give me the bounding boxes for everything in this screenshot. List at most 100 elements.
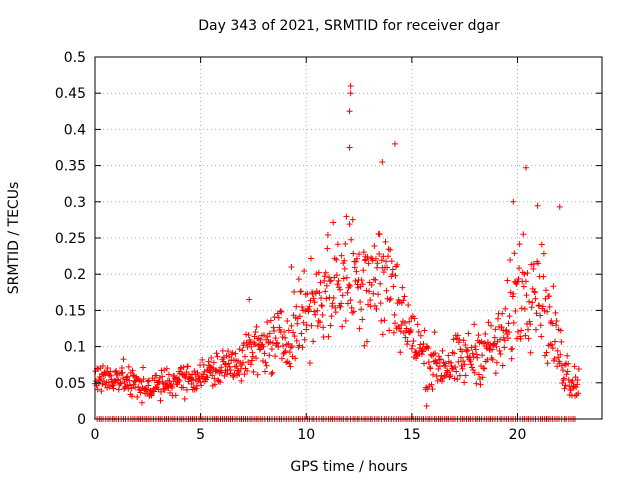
data-point	[166, 389, 173, 396]
data-point	[549, 320, 556, 327]
data-point	[333, 272, 340, 279]
data-point	[140, 364, 147, 371]
data-point	[348, 304, 355, 311]
data-point	[342, 317, 349, 324]
data-point	[124, 373, 131, 380]
data-point	[249, 353, 256, 360]
data-point	[439, 347, 446, 354]
data-point	[377, 300, 384, 307]
data-point	[211, 375, 218, 382]
data-point	[277, 308, 284, 315]
data-point	[361, 257, 368, 264]
data-point	[402, 334, 409, 341]
data-point	[544, 308, 551, 315]
data-point	[261, 350, 268, 357]
data-point	[460, 337, 467, 344]
data-point	[489, 346, 496, 353]
data-point	[518, 327, 525, 334]
data-point	[252, 341, 259, 348]
data-point	[435, 366, 442, 373]
data-point	[316, 319, 323, 326]
data-point	[432, 350, 439, 357]
data-point	[421, 360, 428, 367]
data-point	[269, 369, 276, 376]
data-point	[126, 377, 133, 384]
data-point	[323, 295, 330, 302]
y-tick-label: 0.1	[64, 340, 86, 356]
data-point	[232, 350, 239, 357]
data-point	[528, 304, 535, 311]
data-point	[442, 363, 449, 370]
data-point	[253, 355, 260, 362]
data-point	[330, 295, 337, 302]
data-point	[306, 303, 313, 310]
data-point	[551, 355, 558, 362]
data-point	[272, 335, 279, 342]
data-point	[475, 332, 482, 339]
data-point	[256, 346, 263, 353]
data-point	[445, 352, 452, 359]
data-point	[249, 349, 256, 356]
data-point	[411, 315, 418, 322]
data-point	[219, 347, 226, 354]
data-point	[397, 349, 404, 356]
data-point	[570, 382, 577, 389]
data-point	[330, 219, 337, 226]
data-point	[574, 381, 581, 388]
data-point	[200, 362, 207, 369]
data-point	[338, 300, 345, 307]
data-point	[427, 365, 434, 372]
data-point	[275, 314, 282, 321]
data-point	[135, 383, 142, 390]
data-point	[387, 295, 394, 302]
data-point	[315, 269, 322, 276]
data-point	[147, 391, 154, 398]
data-point	[509, 345, 516, 352]
data-point	[391, 140, 398, 147]
data-point	[278, 355, 285, 362]
data-point	[552, 309, 559, 316]
data-point	[310, 295, 317, 302]
data-point	[194, 369, 201, 376]
data-point	[430, 371, 436, 378]
data-point	[288, 322, 295, 329]
data-point	[489, 356, 496, 363]
data-point	[299, 304, 306, 311]
data-point	[238, 377, 245, 384]
data-point	[285, 327, 292, 334]
data-point	[288, 343, 295, 350]
data-point	[457, 354, 464, 361]
y-tick-label: 0.35	[55, 159, 86, 175]
data-point	[373, 306, 380, 313]
data-point	[535, 302, 542, 309]
data-point	[559, 367, 566, 374]
data-point	[338, 252, 345, 259]
data-point	[502, 328, 509, 335]
data-point	[472, 343, 479, 350]
data-point	[438, 378, 445, 385]
data-point	[241, 371, 248, 378]
data-point	[327, 322, 334, 329]
data-point	[532, 326, 539, 333]
data-point	[331, 255, 338, 262]
data-point	[284, 318, 291, 325]
data-point	[496, 347, 503, 354]
data-point	[498, 324, 505, 331]
data-point	[383, 287, 390, 294]
data-point	[354, 281, 361, 288]
data-point	[431, 329, 438, 336]
data-point	[546, 293, 553, 300]
data-point	[100, 378, 107, 385]
data-point	[371, 243, 378, 250]
data-point	[225, 360, 232, 367]
data-point	[538, 241, 545, 248]
data-point	[118, 370, 125, 377]
data-point	[531, 289, 538, 296]
data-point	[233, 363, 240, 370]
data-point	[453, 335, 460, 342]
data-point	[371, 302, 378, 309]
data-point	[107, 372, 114, 379]
data-point	[359, 281, 366, 288]
data-point	[499, 310, 506, 317]
